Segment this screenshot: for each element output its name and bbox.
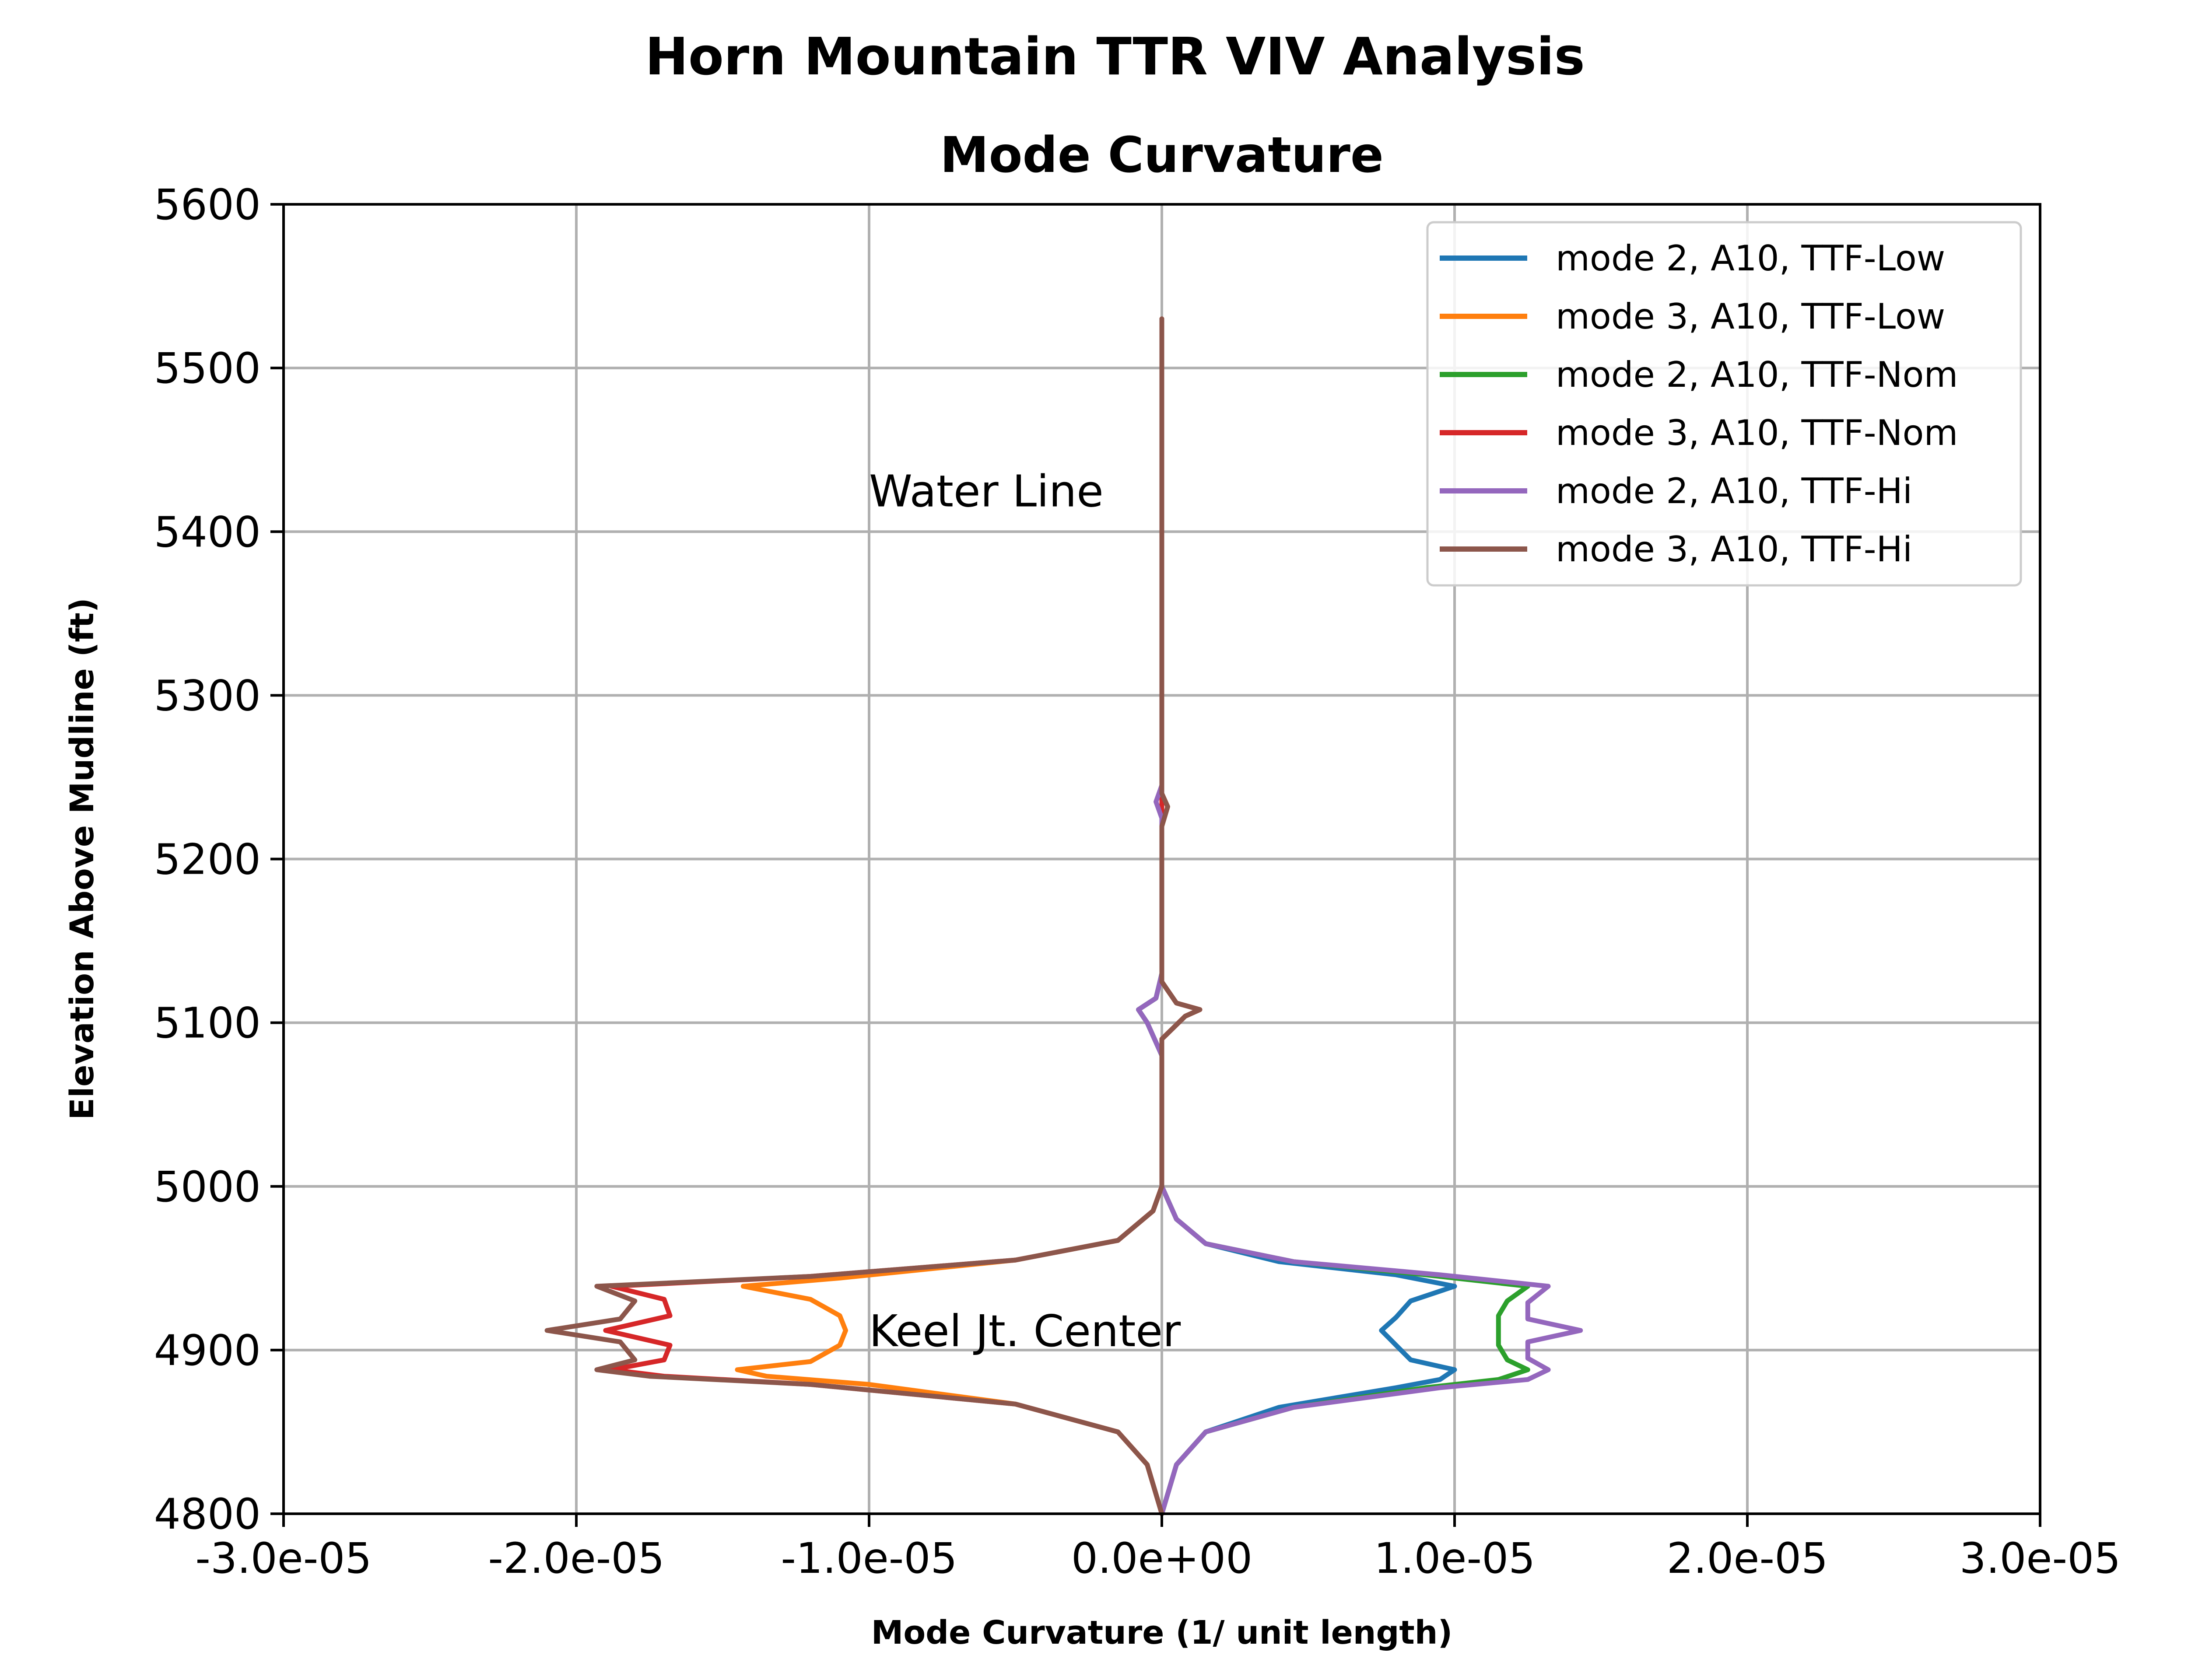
x-tick-label-1: -2.0e-05	[488, 1534, 664, 1583]
y-tick-label-3: 5100	[154, 999, 261, 1048]
x-tick-label-5: 2.0e-05	[1667, 1534, 1828, 1583]
legend-box	[1426, 221, 2022, 587]
x-tick-label-6: 3.0e-05	[1960, 1534, 2121, 1583]
y-tick-label-4: 5200	[154, 835, 261, 884]
legend-label-5: mode 2, A10, TTF-Hi	[1556, 471, 1912, 511]
y-tick-label-1: 4900	[154, 1326, 261, 1375]
legend-label-6: mode 3, A10, TTF-Hi	[1556, 529, 1912, 570]
y-tick-label-5: 5300	[154, 671, 261, 720]
y-tick-label-6: 5400	[154, 508, 261, 556]
legend-label-3: mode 2, A10, TTF-Nom	[1556, 354, 1958, 395]
legend: mode 2, A10, TTF-Low mode 3, A10, TTF-Low…	[1426, 221, 2022, 587]
legend-label-1: mode 2, A10, TTF-Low	[1556, 238, 1945, 279]
x-tick-label-0: -3.0e-05	[195, 1534, 372, 1583]
series-lines	[544, 316, 1583, 1516]
x-axis-label: Mode Curvature (1/ unit length)	[871, 1614, 1453, 1652]
annotation-2: Keel Jt. Center	[869, 1306, 1181, 1357]
annotation-1: Water Line	[869, 466, 1104, 517]
legend-label-4: mode 3, A10, TTF-Nom	[1556, 413, 1958, 453]
y-tick-label-0: 4800	[154, 1490, 261, 1539]
annotations: Water Line Keel Jt. Center	[869, 466, 1181, 1357]
x-tick-label-2: -1.0e-05	[781, 1534, 957, 1583]
x-tick-label-4: 1.0e-05	[1374, 1534, 1536, 1583]
figure-suptitle: Horn Mountain TTR VIV Analysis	[645, 26, 1585, 87]
y-axis-label: Elevation Above Mudline (ft)	[63, 598, 101, 1120]
legend-label-2: mode 3, A10, TTF-Low	[1556, 296, 1945, 337]
y-tick-label-2: 5000	[154, 1162, 261, 1211]
y-tick-label-8: 5600	[154, 180, 261, 229]
chart-title: Mode Curvature	[940, 127, 1384, 184]
x-tick-label-3: 0.0e+00	[1071, 1534, 1252, 1583]
y-tick-label-7: 5500	[154, 344, 261, 393]
series-line-6	[544, 316, 1203, 1516]
axis-ticks: -3.0e-05 -2.0e-05 -1.0e-05 0.0e+00 1.0e-05 2.…	[154, 180, 2121, 1583]
